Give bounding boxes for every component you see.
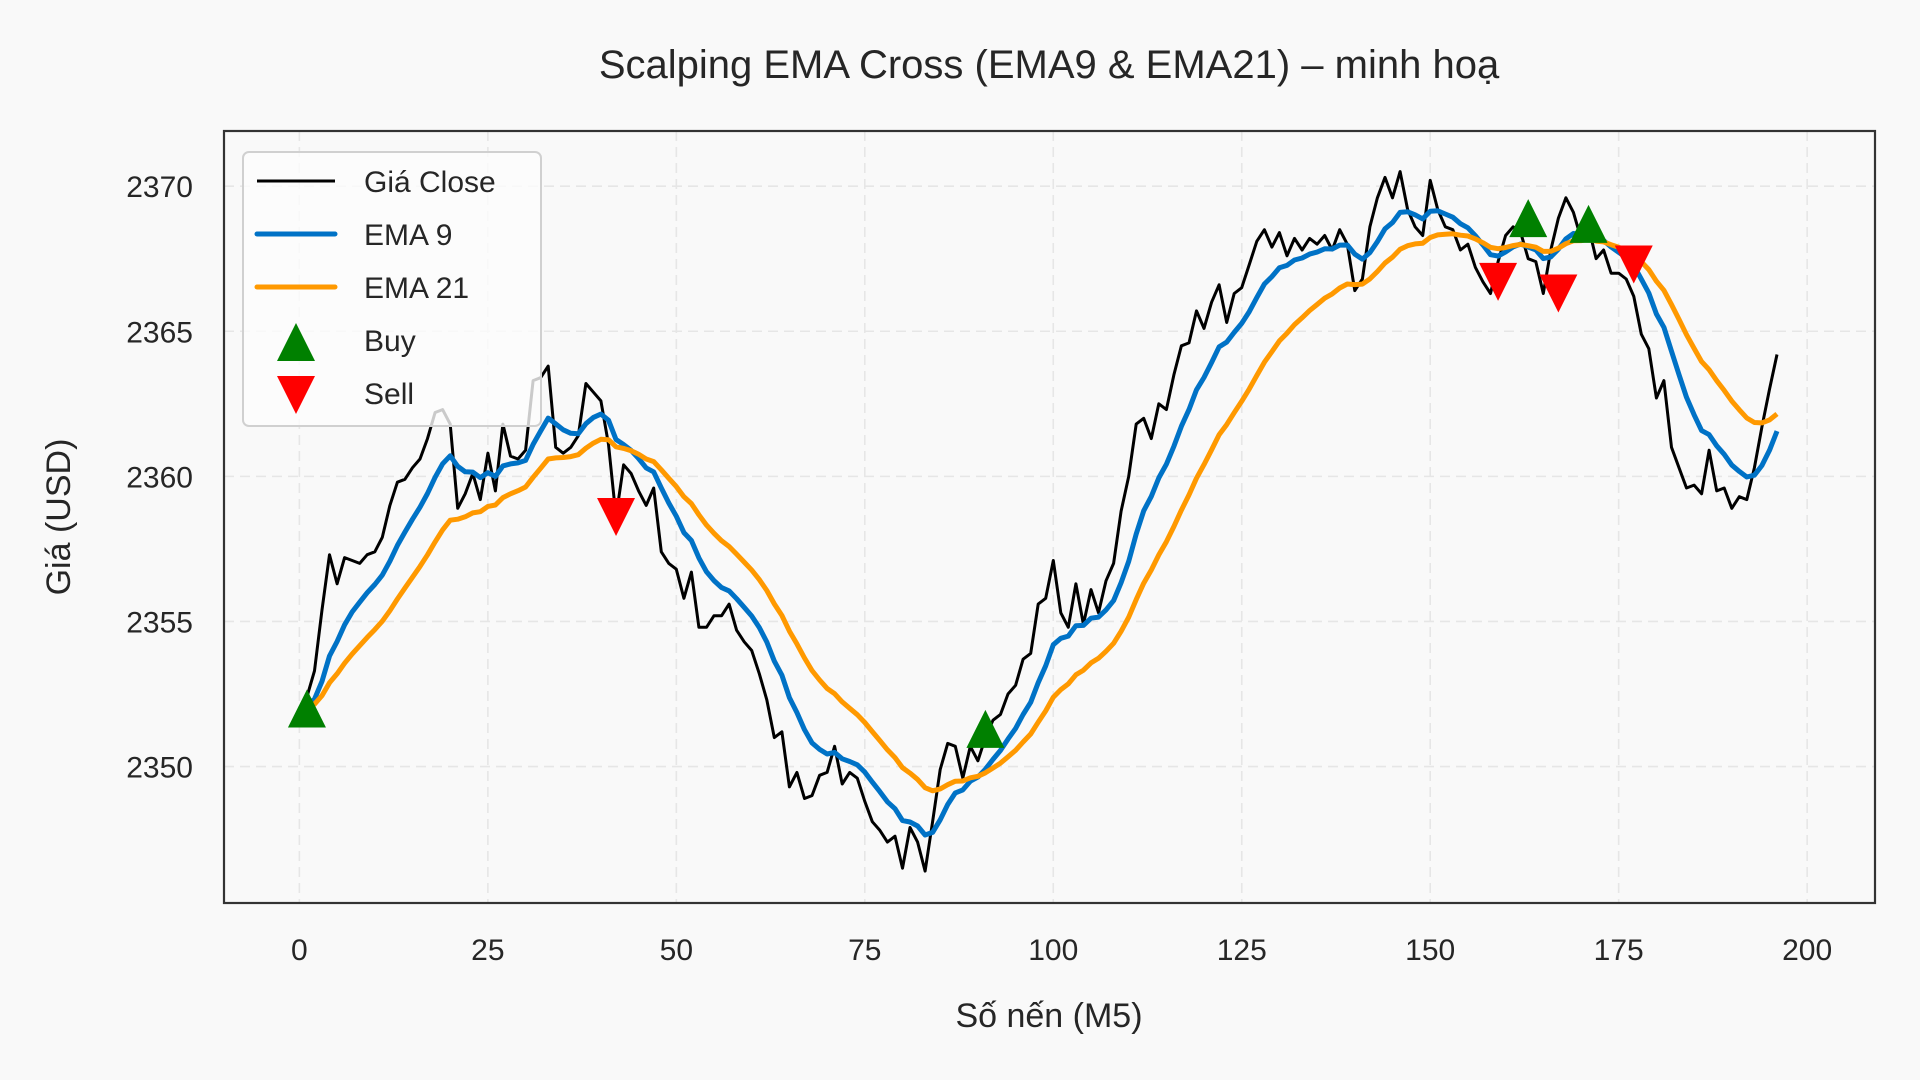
sell-marker	[597, 498, 636, 536]
series-line-ema21	[299, 231, 1779, 794]
x-axis-label: Số nến (M5)	[955, 997, 1142, 1035]
sell-marker	[1614, 245, 1653, 284]
series-layer	[287, 170, 1780, 873]
legend-box	[242, 151, 542, 427]
chart-title: Scalping EMA Cross (EMA9 & EMA21) – minh…	[599, 43, 1500, 87]
x-tick-label: 125	[1217, 934, 1267, 967]
legend-label-sell: Sell	[364, 378, 414, 411]
x-tick-label: 0	[291, 934, 308, 967]
y-tick-label: 2350	[126, 752, 193, 785]
legend: Giá Close EMA 9 EMA 21 Buy Sell	[242, 151, 542, 427]
x-tick-label: 200	[1782, 934, 1832, 967]
buy-marker	[287, 689, 326, 728]
legend-label-close: Giá Close	[364, 166, 496, 199]
x-tick-label: 50	[660, 934, 693, 967]
x-tick-label: 175	[1594, 934, 1644, 967]
y-axis-label: Giá (USD)	[40, 439, 78, 596]
series-line-close	[298, 170, 1779, 873]
sell-marker	[1539, 274, 1578, 313]
y-ticks: 2350 2355 2360 2365 2370	[126, 171, 193, 784]
buy-marker	[1569, 204, 1608, 243]
legend-label-ema9: EMA 9	[364, 219, 452, 252]
x-tick-label: 25	[471, 934, 504, 967]
y-tick-label: 2360	[126, 461, 193, 494]
y-tick-label: 2370	[126, 171, 193, 204]
x-tick-label: 100	[1028, 934, 1078, 967]
sell-marker	[1479, 262, 1518, 301]
legend-label-buy: Buy	[364, 325, 416, 358]
x-ticks: 0 25 50 75 100 125 150 175 200	[291, 934, 1832, 967]
legend-buy-icon	[277, 323, 315, 361]
legend-label-ema21: EMA 21	[364, 272, 469, 305]
buy-marker	[966, 709, 1005, 748]
y-tick-label: 2355	[126, 606, 193, 639]
buy-marker	[1509, 199, 1548, 238]
x-tick-label: 150	[1405, 934, 1455, 967]
grid	[224, 131, 1875, 903]
legend-sell-icon	[277, 376, 315, 414]
x-tick-label: 75	[848, 934, 881, 967]
y-tick-label: 2365	[126, 316, 193, 349]
axes-frame	[222, 129, 1877, 905]
